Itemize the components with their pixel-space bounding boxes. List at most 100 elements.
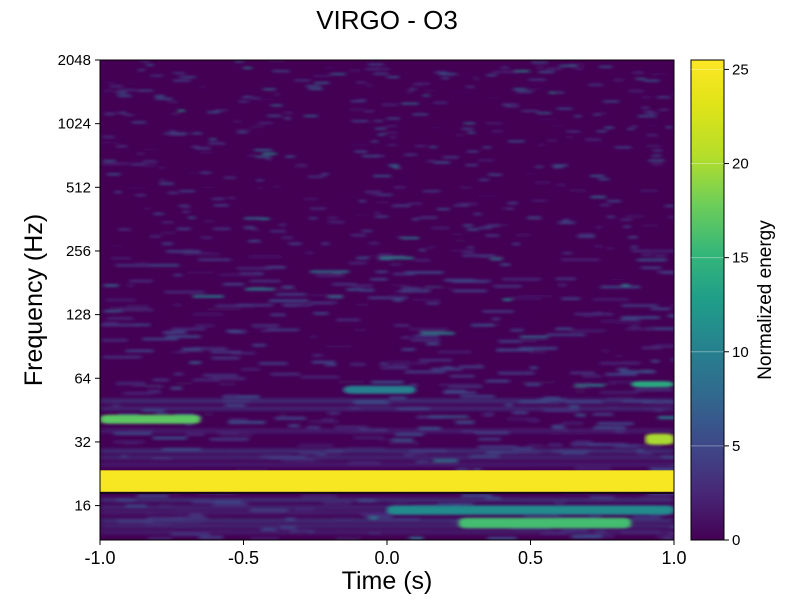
noise-blob: [657, 96, 671, 99]
noise-blob: [605, 382, 617, 386]
noise-blob: [498, 339, 537, 343]
noise-blob: [160, 190, 171, 193]
noise-blob: [392, 502, 408, 506]
noise-blob: [269, 60, 285, 62]
noise-blob: [575, 413, 586, 417]
noise-blob: [182, 210, 190, 213]
noise-blob: [247, 154, 256, 157]
noise-blob: [561, 421, 584, 425]
noise-blob: [545, 67, 562, 70]
noise-blob: [417, 385, 428, 389]
noise-blob: [657, 118, 674, 121]
noise-blob: [472, 77, 481, 80]
noise-blob: [635, 77, 646, 80]
noise-blob: [450, 374, 475, 378]
noise-blob: [179, 190, 195, 193]
noise-blob: [486, 97, 500, 100]
noise-blob: [298, 443, 334, 447]
noise-blob: [529, 366, 538, 370]
noise-blob: [212, 502, 248, 506]
noise-blob: [125, 349, 154, 353]
noise-blob: [349, 261, 367, 265]
noise-blob: [270, 230, 286, 233]
noise-blob: [437, 502, 474, 507]
band-stripe: [100, 398, 674, 403]
noise-blob: [505, 403, 513, 407]
noise-blob: [202, 186, 215, 189]
noise-blob: [260, 329, 270, 333]
noise-blob: [251, 228, 261, 232]
noise-blob: [395, 432, 424, 436]
noise-blob: [546, 333, 586, 337]
noise-blob: [258, 122, 273, 124]
noise-blob: [127, 305, 149, 309]
noise-blob: [155, 97, 173, 100]
noise-blob: [222, 283, 244, 286]
noise-blob: [479, 226, 492, 229]
noise-blob: [198, 535, 223, 540]
noise-blob: [312, 360, 336, 364]
noise-blob: [482, 146, 492, 149]
noise-blob: [170, 134, 185, 137]
noise-blob: [109, 305, 140, 309]
noise-blob: [491, 224, 509, 227]
noise-blob: [486, 224, 500, 227]
noise-blob: [594, 245, 603, 248]
noise-blob: [185, 433, 205, 437]
noise-blob: [257, 187, 263, 190]
colorbar-label: Normalized energy: [755, 220, 776, 380]
x-tick-label: -0.5: [228, 548, 259, 568]
noise-blob: [537, 112, 552, 115]
noise-blob: [162, 242, 173, 245]
noise-blob: [256, 155, 271, 158]
noise-blob: [115, 385, 147, 389]
noise-blob: [104, 284, 119, 287]
noise-blob: [138, 69, 146, 72]
noise-blob: [140, 60, 149, 63]
noise-blob: [485, 379, 510, 383]
noise-blob: [404, 453, 415, 457]
noise-blob: [589, 514, 602, 519]
noise-blob: [621, 304, 658, 307]
noise-blob: [169, 130, 176, 133]
noise-blob: [118, 111, 127, 114]
noise-blob: [176, 227, 191, 231]
noise-blob: [265, 266, 286, 269]
noise-blob: [215, 500, 242, 504]
noise-blob: [577, 235, 595, 238]
energy-feature: [645, 433, 674, 445]
noise-blob: [380, 256, 414, 260]
chart-title: VIRGO - O3: [316, 5, 458, 35]
noise-blob: [260, 217, 270, 221]
noise-blob: [453, 204, 470, 207]
noise-blob: [177, 109, 185, 112]
colorbar-tick-label: 25: [732, 61, 749, 78]
noise-blob: [559, 64, 577, 67]
noise-blob: [592, 298, 629, 301]
noise-blob: [281, 236, 294, 239]
x-axis: -1.0 -0.5 0.0 0.5 1.0: [84, 540, 687, 568]
noise-blob: [672, 92, 674, 95]
noise-blob: [419, 216, 438, 219]
noise-blob: [602, 349, 609, 353]
noise-blob: [651, 359, 660, 363]
noise-blob: [148, 536, 172, 540]
noise-blob: [173, 132, 188, 135]
noise-blob: [209, 138, 217, 141]
noise-blob: [129, 279, 153, 283]
noise-blob: [482, 310, 514, 313]
noise-blob: [107, 317, 134, 320]
noise-blob: [477, 159, 494, 162]
noise-blob: [350, 144, 368, 147]
noise-blob: [194, 147, 211, 150]
noise-blob: [173, 79, 191, 82]
energy-feature: [631, 381, 674, 388]
noise-blob: [491, 317, 501, 321]
noise-blob: [117, 308, 154, 312]
noise-blob: [200, 236, 212, 239]
noise-blob: [486, 74, 497, 77]
noise-blob: [665, 126, 673, 129]
noise-blob: [154, 95, 165, 98]
noise-blob: [305, 85, 321, 88]
noise-blob: [467, 228, 480, 231]
